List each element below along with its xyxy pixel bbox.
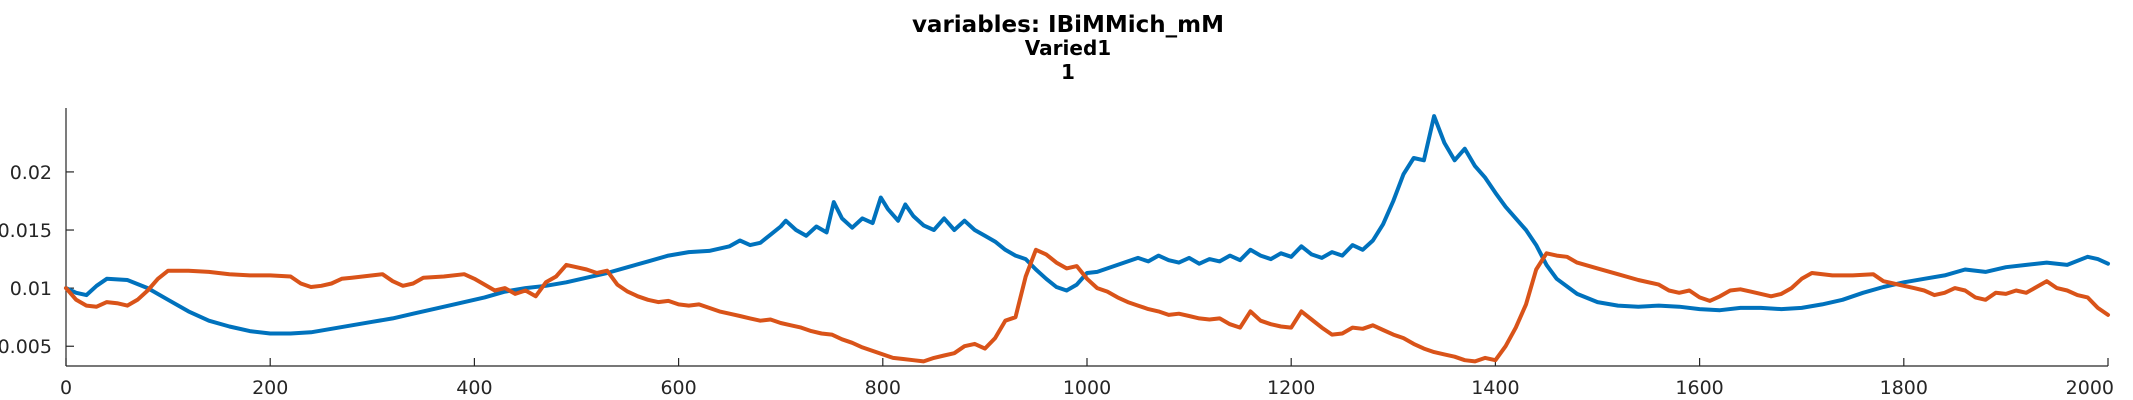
series-line-1	[64, 114, 2110, 336]
y-tick-label: 0.02	[10, 162, 52, 184]
chart-subtitle-2: 1	[1061, 60, 1075, 84]
x-tick-label: 400	[456, 377, 492, 399]
x-tick-label: 600	[660, 377, 696, 399]
y-tick-label: 0.005	[0, 336, 52, 358]
x-tick-label: 1400	[1471, 377, 1519, 399]
x-tick-label: 1600	[1675, 377, 1723, 399]
x-tick-label: 2000	[2066, 377, 2114, 399]
x-tick-label: 1000	[1063, 377, 1111, 399]
series-layer	[64, 114, 2110, 364]
x-tick-label: 200	[252, 377, 288, 399]
x-tick-label: 0	[60, 377, 72, 399]
y-tick-label: 0.015	[0, 220, 52, 242]
chart-subtitle: Varied1	[1025, 36, 1111, 60]
x-tick-label: 800	[865, 377, 901, 399]
axes: 0 200 400 600 800 1000 1200 1400 1600 1800 2000 0.0…	[0, 108, 2114, 399]
chart-title: variables: IBiMMich_mM	[912, 12, 1224, 38]
series-line-2	[64, 247, 2110, 364]
y-tick-label: 0.01	[10, 278, 52, 300]
x-tick-label: 1800	[1880, 377, 1928, 399]
x-tick-label: 1200	[1267, 377, 1315, 399]
